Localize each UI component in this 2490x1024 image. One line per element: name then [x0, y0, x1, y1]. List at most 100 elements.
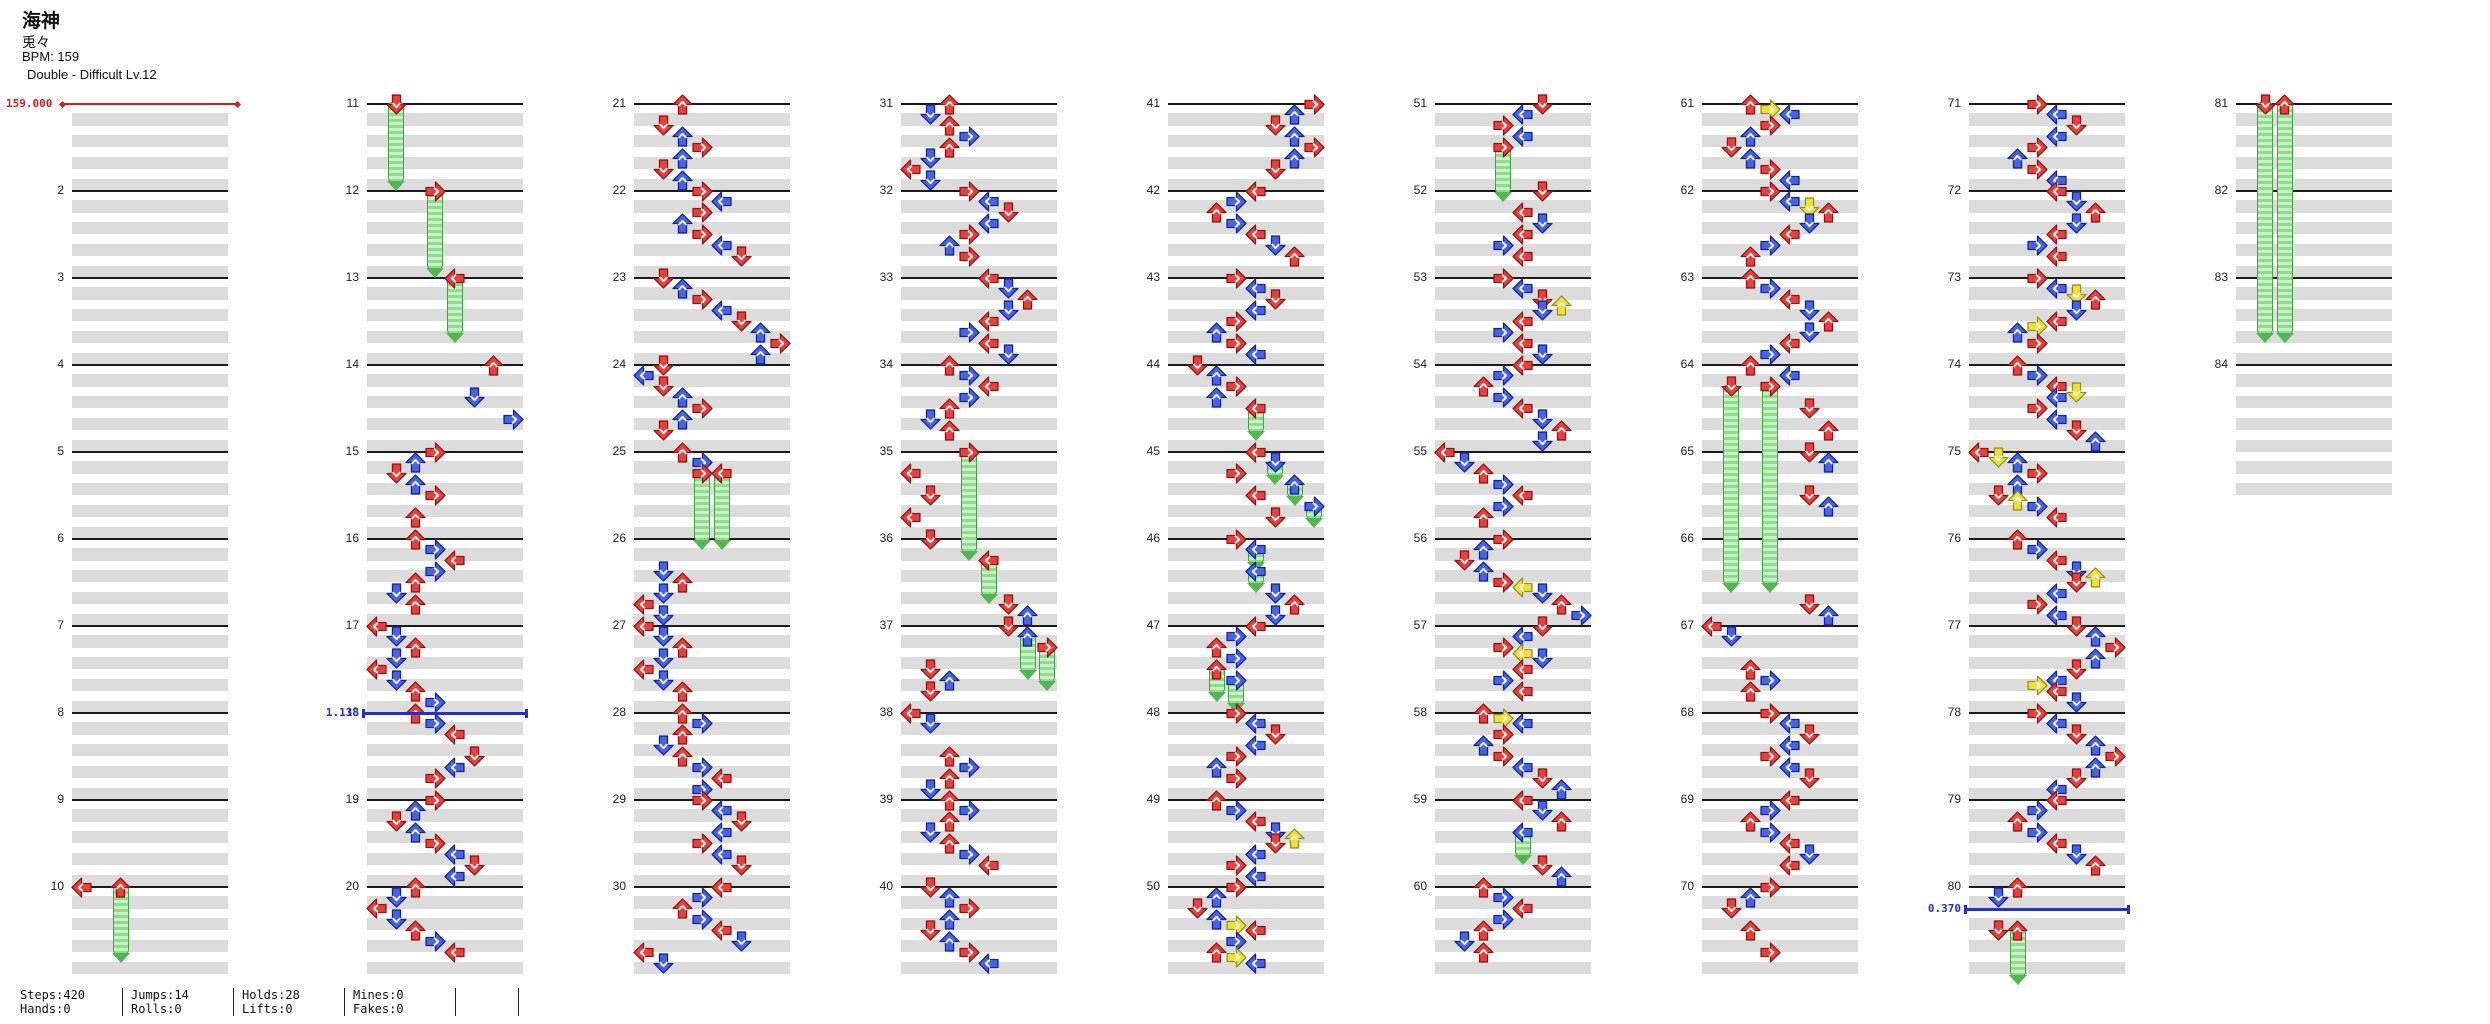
- note-up-arrow: [672, 637, 693, 658]
- hold-note-cap: [1722, 583, 1741, 594]
- beat-stripe: [72, 765, 228, 779]
- beat-stripe: [1435, 396, 1591, 409]
- arrow-glyph: [2046, 507, 2067, 528]
- note-right-arrow: [692, 789, 713, 811]
- arrow-glyph: [692, 833, 713, 854]
- note-down-arrow: [2255, 93, 2276, 115]
- beat-stripe: [1969, 939, 2125, 953]
- beat-stripe: [1435, 591, 1591, 605]
- note-right-arrow: [1493, 909, 1514, 930]
- arrow-glyph: [711, 800, 732, 821]
- arrow-glyph: [998, 202, 1019, 223]
- measure-number: 65: [1680, 444, 1694, 458]
- arrow-glyph: [2066, 724, 2087, 745]
- beat-stripe: [1168, 635, 1324, 648]
- beat-stripe: [1702, 874, 1858, 887]
- arrow-glyph: [692, 713, 713, 734]
- arrow-glyph: [920, 681, 941, 702]
- arrow-glyph: [1245, 300, 1266, 321]
- note-up-arrow: [1284, 126, 1305, 147]
- arrow-glyph: [2027, 93, 2048, 115]
- arrow-glyph: [633, 942, 654, 963]
- note-right-arrow: [1760, 670, 1781, 691]
- beat-stripe: [1702, 635, 1858, 648]
- measure-line: [634, 451, 790, 453]
- note-left-arrow: [1245, 300, 1266, 321]
- beat-stripe: [634, 548, 790, 561]
- arrow-glyph: [1512, 126, 1533, 147]
- arrow-glyph: [386, 670, 407, 691]
- arrow-glyph: [2085, 735, 2106, 756]
- note-left-arrow: [1779, 833, 1800, 854]
- arrow-glyph: [405, 594, 426, 615]
- beat-stripe: [367, 222, 523, 235]
- beat-stripe: [1702, 918, 1858, 931]
- beat-stripe: [634, 265, 790, 278]
- beat-stripe: [72, 744, 228, 757]
- note-up-arrow: [2085, 566, 2106, 588]
- note-up-arrow: [939, 670, 960, 691]
- arrow-glyph: [920, 779, 941, 800]
- beat-stripe: [1969, 222, 2125, 235]
- measure-number: 23: [612, 270, 626, 284]
- note-right-arrow: [692, 833, 713, 854]
- arrow-glyph: [386, 909, 407, 930]
- arrow-glyph: [653, 376, 674, 397]
- note-left-arrow: [1245, 735, 1266, 756]
- arrow-glyph: [405, 800, 426, 821]
- beat-stripe: [901, 265, 1057, 278]
- beat-stripe: [367, 657, 523, 670]
- arrow-glyph: [672, 572, 693, 593]
- arrow-glyph: [1454, 550, 1475, 571]
- note-up-arrow: [2007, 920, 2028, 941]
- beat-stripe: [1969, 722, 2125, 735]
- note-up-arrow: [672, 148, 693, 169]
- arrow-glyph: [1017, 605, 1038, 626]
- beat-stripe: [367, 396, 523, 409]
- note-right-arrow: [959, 898, 980, 919]
- arrow-glyph: [1512, 104, 1533, 125]
- arrow-glyph: [1799, 724, 1820, 745]
- stats-bar: Steps:420 Hands:0 Jumps:14 Rolls:0 Holds…: [12, 988, 519, 1016]
- note-up-arrow: [939, 909, 960, 930]
- note-down-arrow: [464, 855, 485, 876]
- beat-stripe: [1969, 352, 2125, 365]
- arrow-glyph: [920, 170, 941, 191]
- note-down-arrow: [1532, 768, 1553, 789]
- arrow-glyph: [1532, 300, 1553, 321]
- note-up-arrow: [1284, 104, 1305, 125]
- note-left-arrow: [1245, 441, 1266, 463]
- hold-note-cap: [1285, 496, 1304, 507]
- beat-stripe: [1702, 787, 1858, 800]
- arrow-glyph: [1818, 311, 1839, 332]
- note-left-arrow: [1779, 735, 1800, 756]
- arrow-glyph: [1226, 463, 1247, 484]
- measure-number: 71: [1947, 96, 1961, 110]
- arrow-glyph: [920, 713, 941, 734]
- arrow-glyph: [1226, 670, 1247, 691]
- note-up-arrow: [405, 452, 426, 473]
- note-down-arrow: [653, 648, 674, 669]
- arrow-glyph: [1304, 137, 1325, 158]
- beat-stripe: [1969, 396, 2125, 409]
- note-right-arrow: [692, 463, 713, 484]
- beat-stripe: [367, 744, 523, 757]
- arrow-glyph: [2046, 104, 2067, 125]
- measure-line: [1702, 364, 1858, 366]
- note-left-arrow: [711, 800, 732, 821]
- beat-stripe: [72, 809, 228, 822]
- note-left-arrow: [978, 333, 999, 354]
- note-right-arrow: [1226, 670, 1247, 691]
- arrow-glyph: [1512, 278, 1533, 299]
- measure-line: [1702, 103, 1858, 105]
- beat-stripe: [901, 635, 1057, 648]
- note-down-arrow: [2066, 692, 2087, 713]
- arrow-glyph: [386, 887, 407, 908]
- beat-stripe: [1168, 222, 1324, 235]
- measure-number: 2: [57, 183, 64, 197]
- arrow-glyph: [1493, 724, 1514, 745]
- note-right-arrow: [1493, 572, 1514, 593]
- beat-stripe: [1702, 156, 1858, 170]
- note-up-arrow: [1473, 561, 1494, 582]
- beat-stripe: [1435, 483, 1591, 496]
